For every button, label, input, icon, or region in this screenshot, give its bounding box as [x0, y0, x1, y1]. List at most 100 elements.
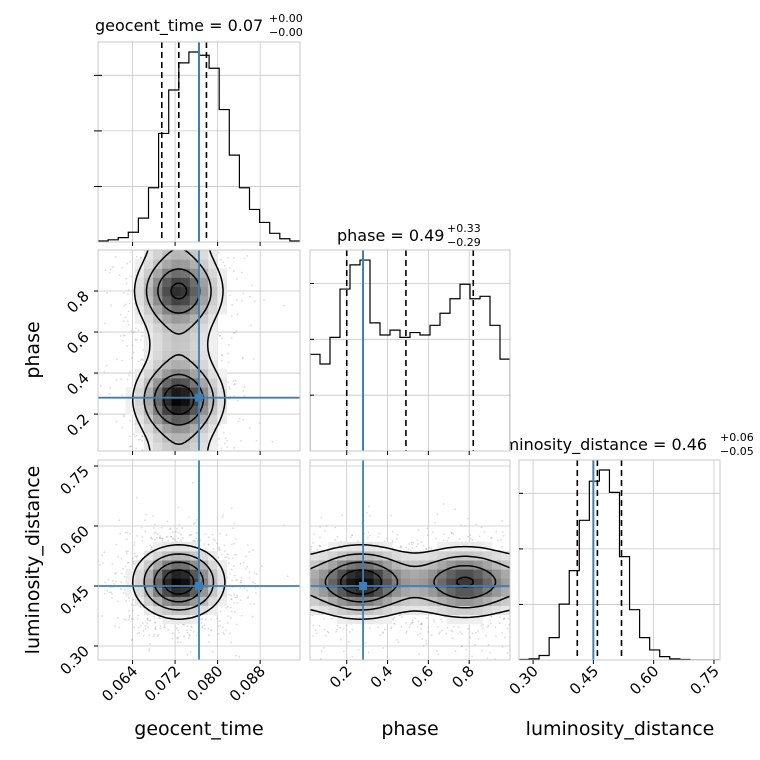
sample-point	[432, 531, 434, 534]
sample-point	[125, 599, 128, 602]
sample-point	[180, 539, 182, 541]
density-cell	[446, 587, 456, 597]
density-cell	[337, 596, 347, 606]
sample-point	[496, 539, 499, 542]
density-cell	[171, 295, 182, 306]
sample-point	[222, 514, 224, 517]
sample-point	[216, 617, 219, 620]
density-cell	[143, 368, 154, 379]
sample-point	[416, 633, 419, 636]
sample-point	[325, 525, 328, 527]
sample-point	[467, 535, 470, 538]
sample-point	[92, 581, 94, 583]
density-cell	[208, 350, 218, 361]
sample-point	[261, 565, 263, 568]
sample-point	[145, 513, 148, 516]
sample-point	[179, 641, 182, 644]
density-cell	[208, 341, 218, 351]
density-cell	[189, 295, 200, 306]
sample-point	[430, 547, 433, 550]
sample-point	[141, 435, 144, 437]
density-cell	[208, 423, 218, 434]
sample-point	[103, 370, 106, 373]
sample-point	[169, 527, 172, 530]
sample-point	[498, 622, 501, 624]
xlabel-luminosity-distance: luminosity_distance	[526, 718, 715, 740]
sample-point	[502, 534, 505, 537]
density-cell	[382, 560, 393, 570]
sample-point	[167, 628, 170, 631]
sample-point	[443, 533, 446, 535]
sample-point	[236, 594, 239, 597]
sample-point	[188, 633, 191, 636]
sample-point	[419, 632, 422, 635]
sample-point	[233, 593, 236, 596]
sample-point	[208, 536, 210, 539]
sample-point	[176, 637, 179, 639]
sample-point	[255, 439, 258, 442]
sample-point	[501, 631, 503, 634]
sample-point	[489, 651, 492, 654]
sample-point	[128, 614, 131, 617]
sample-point	[189, 650, 192, 653]
density-cell	[180, 569, 191, 579]
density-cell	[410, 560, 420, 570]
sample-point	[122, 334, 125, 337]
sample-point	[481, 627, 484, 630]
density-cell	[180, 250, 191, 260]
sample-point	[119, 587, 122, 590]
sample-point	[427, 631, 429, 633]
sample-point	[115, 571, 118, 574]
density-cell	[319, 587, 329, 597]
density-cell	[199, 560, 209, 570]
sample-point	[125, 303, 127, 306]
sample-point	[111, 563, 114, 566]
sample-point	[169, 528, 171, 531]
density-cell	[464, 587, 475, 597]
sample-point	[351, 534, 354, 536]
sample-point	[228, 267, 231, 270]
sample-point	[166, 520, 169, 523]
sample-point	[239, 599, 242, 602]
density-cell	[189, 569, 200, 579]
sample-point	[133, 433, 135, 436]
density-cell	[437, 605, 447, 616]
density-cell	[217, 396, 228, 406]
sample-point	[235, 553, 238, 556]
density-cell	[482, 541, 493, 552]
y-tick-label: 0.45	[56, 582, 92, 618]
sample-point	[463, 525, 466, 527]
sample-point	[129, 370, 131, 373]
sample-point	[460, 645, 463, 648]
sample-point	[135, 447, 137, 450]
sample-point	[109, 304, 112, 307]
density-cell	[171, 313, 182, 324]
sample-point	[412, 541, 415, 544]
sample-point	[249, 295, 252, 298]
sample-point	[228, 632, 231, 635]
density-cell	[189, 587, 200, 597]
density-cell	[208, 560, 218, 570]
density-cell	[482, 550, 493, 561]
sample-point	[178, 631, 180, 634]
contour-line	[143, 250, 215, 446]
sample-point	[218, 334, 221, 337]
density-cell	[171, 405, 182, 415]
sample-point	[342, 650, 345, 653]
density-cell	[134, 587, 145, 597]
density-cell	[171, 396, 182, 406]
sample-point	[383, 628, 386, 631]
density-cell	[482, 560, 493, 570]
sample-point	[178, 523, 180, 526]
sample-point	[131, 609, 134, 612]
sample-point	[154, 627, 156, 630]
density-cell	[189, 423, 200, 434]
sample-point	[177, 537, 180, 540]
sample-point	[242, 561, 245, 564]
density-cell	[189, 596, 200, 606]
sample-point	[105, 364, 108, 367]
x-tick-label: 0.088	[226, 662, 269, 705]
sample-point	[127, 310, 130, 313]
sample-point	[117, 555, 119, 558]
density-cell	[473, 578, 484, 588]
